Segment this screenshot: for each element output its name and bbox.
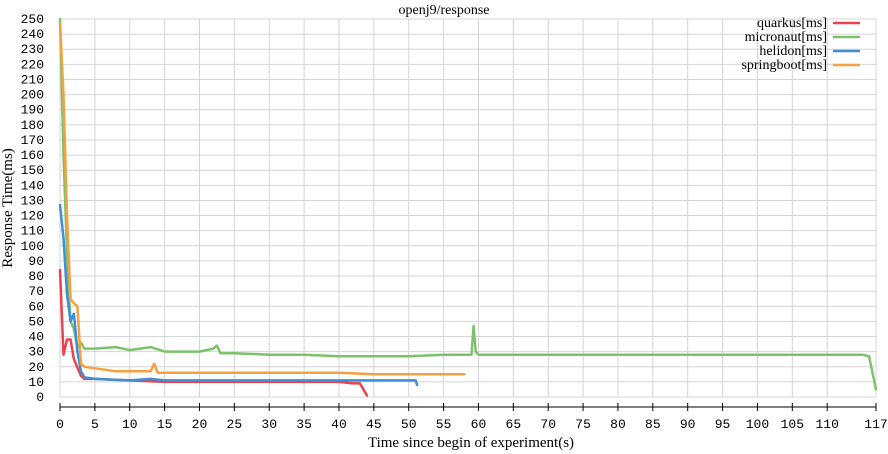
y-tick-label: 120 (21, 209, 44, 224)
x-tick-label: 90 (680, 417, 696, 432)
grid (59, 18, 877, 398)
x-tick-label: 20 (192, 417, 208, 432)
y-tick-label: 170 (21, 133, 44, 148)
y-tick-label: 200 (21, 88, 44, 103)
x-tick-label: 95 (715, 417, 731, 432)
x-tick-label: 65 (506, 417, 522, 432)
series-group (58, 17, 878, 397)
legend-label: springboot[ms] (741, 58, 827, 73)
y-tick-label: 250 (21, 12, 44, 27)
y-tick-label: 190 (21, 103, 44, 118)
series-line-helidon (58, 203, 419, 387)
y-axis-ticks: 0102030405060708090100110120130140150160… (21, 12, 44, 405)
series-line-springboot (58, 22, 466, 376)
y-tick-label: 80 (28, 269, 44, 284)
x-tick-label: 35 (296, 417, 312, 432)
x-tick-label: 80 (610, 417, 626, 432)
x-tick-label: 45 (366, 417, 382, 432)
x-tick-label: 50 (401, 417, 417, 432)
y-tick-label: 100 (21, 239, 44, 254)
y-tick-label: 0 (36, 390, 44, 405)
x-tick-label: 105 (781, 417, 804, 432)
y-tick-label: 20 (28, 360, 44, 375)
x-tick-label: 70 (540, 417, 556, 432)
legend-label: micronaut[ms] (745, 30, 827, 45)
x-tick-label: 5 (91, 417, 99, 432)
legend: quarkus[ms]micronaut[ms]helidon[ms]sprin… (741, 16, 860, 73)
y-tick-label: 110 (21, 224, 44, 239)
x-tick-label: 25 (227, 417, 243, 432)
x-axis-ticks: 0 5 10 15 20 25 30 35 40 45 50 55 60 65 70 75 80 85 90 95 10… (56, 403, 888, 432)
x-tick-label: 40 (331, 417, 347, 432)
y-tick-label: 210 (21, 72, 44, 87)
series-line-quarkus (58, 268, 369, 397)
y-tick-label: 150 (21, 163, 44, 178)
y-axis-label: Response Time(ms) (0, 148, 16, 268)
x-tick-label: 85 (645, 417, 661, 432)
y-tick-label: 220 (21, 57, 44, 72)
y-tick-label: 90 (28, 254, 44, 269)
x-tick-label: 75 (575, 417, 591, 432)
x-tick-label: 110 (815, 417, 838, 432)
y-tick-label: 230 (21, 42, 44, 57)
y-tick-label: 160 (21, 148, 44, 163)
legend-label: helidon[ms] (759, 44, 827, 59)
x-tick-label: 15 (157, 417, 173, 432)
x-tick-label: 100 (746, 417, 769, 432)
y-tick-label: 140 (21, 178, 44, 193)
y-tick-label: 40 (28, 330, 44, 345)
x-tick-label: 60 (471, 417, 487, 432)
x-tick-label: 117 (864, 417, 887, 432)
y-tick-label: 240 (21, 27, 44, 42)
y-tick-label: 60 (28, 299, 44, 314)
x-tick-label: 55 (436, 417, 452, 432)
y-tick-label: 30 (28, 345, 44, 360)
y-tick-label: 180 (21, 118, 44, 133)
x-tick-label: 0 (56, 417, 64, 432)
chart-title: openj9/response (399, 3, 490, 18)
x-axis-label: Time since begin of experiment(s) (368, 435, 574, 451)
y-tick-label: 10 (28, 375, 44, 390)
y-tick-label: 130 (21, 193, 44, 208)
series-line-micronaut (58, 17, 878, 391)
legend-label: quarkus[ms] (757, 16, 827, 31)
y-tick-label: 50 (28, 314, 44, 329)
x-tick-label: 10 (122, 417, 138, 432)
y-tick-label: 70 (28, 284, 44, 299)
x-tick-label: 30 (261, 417, 277, 432)
